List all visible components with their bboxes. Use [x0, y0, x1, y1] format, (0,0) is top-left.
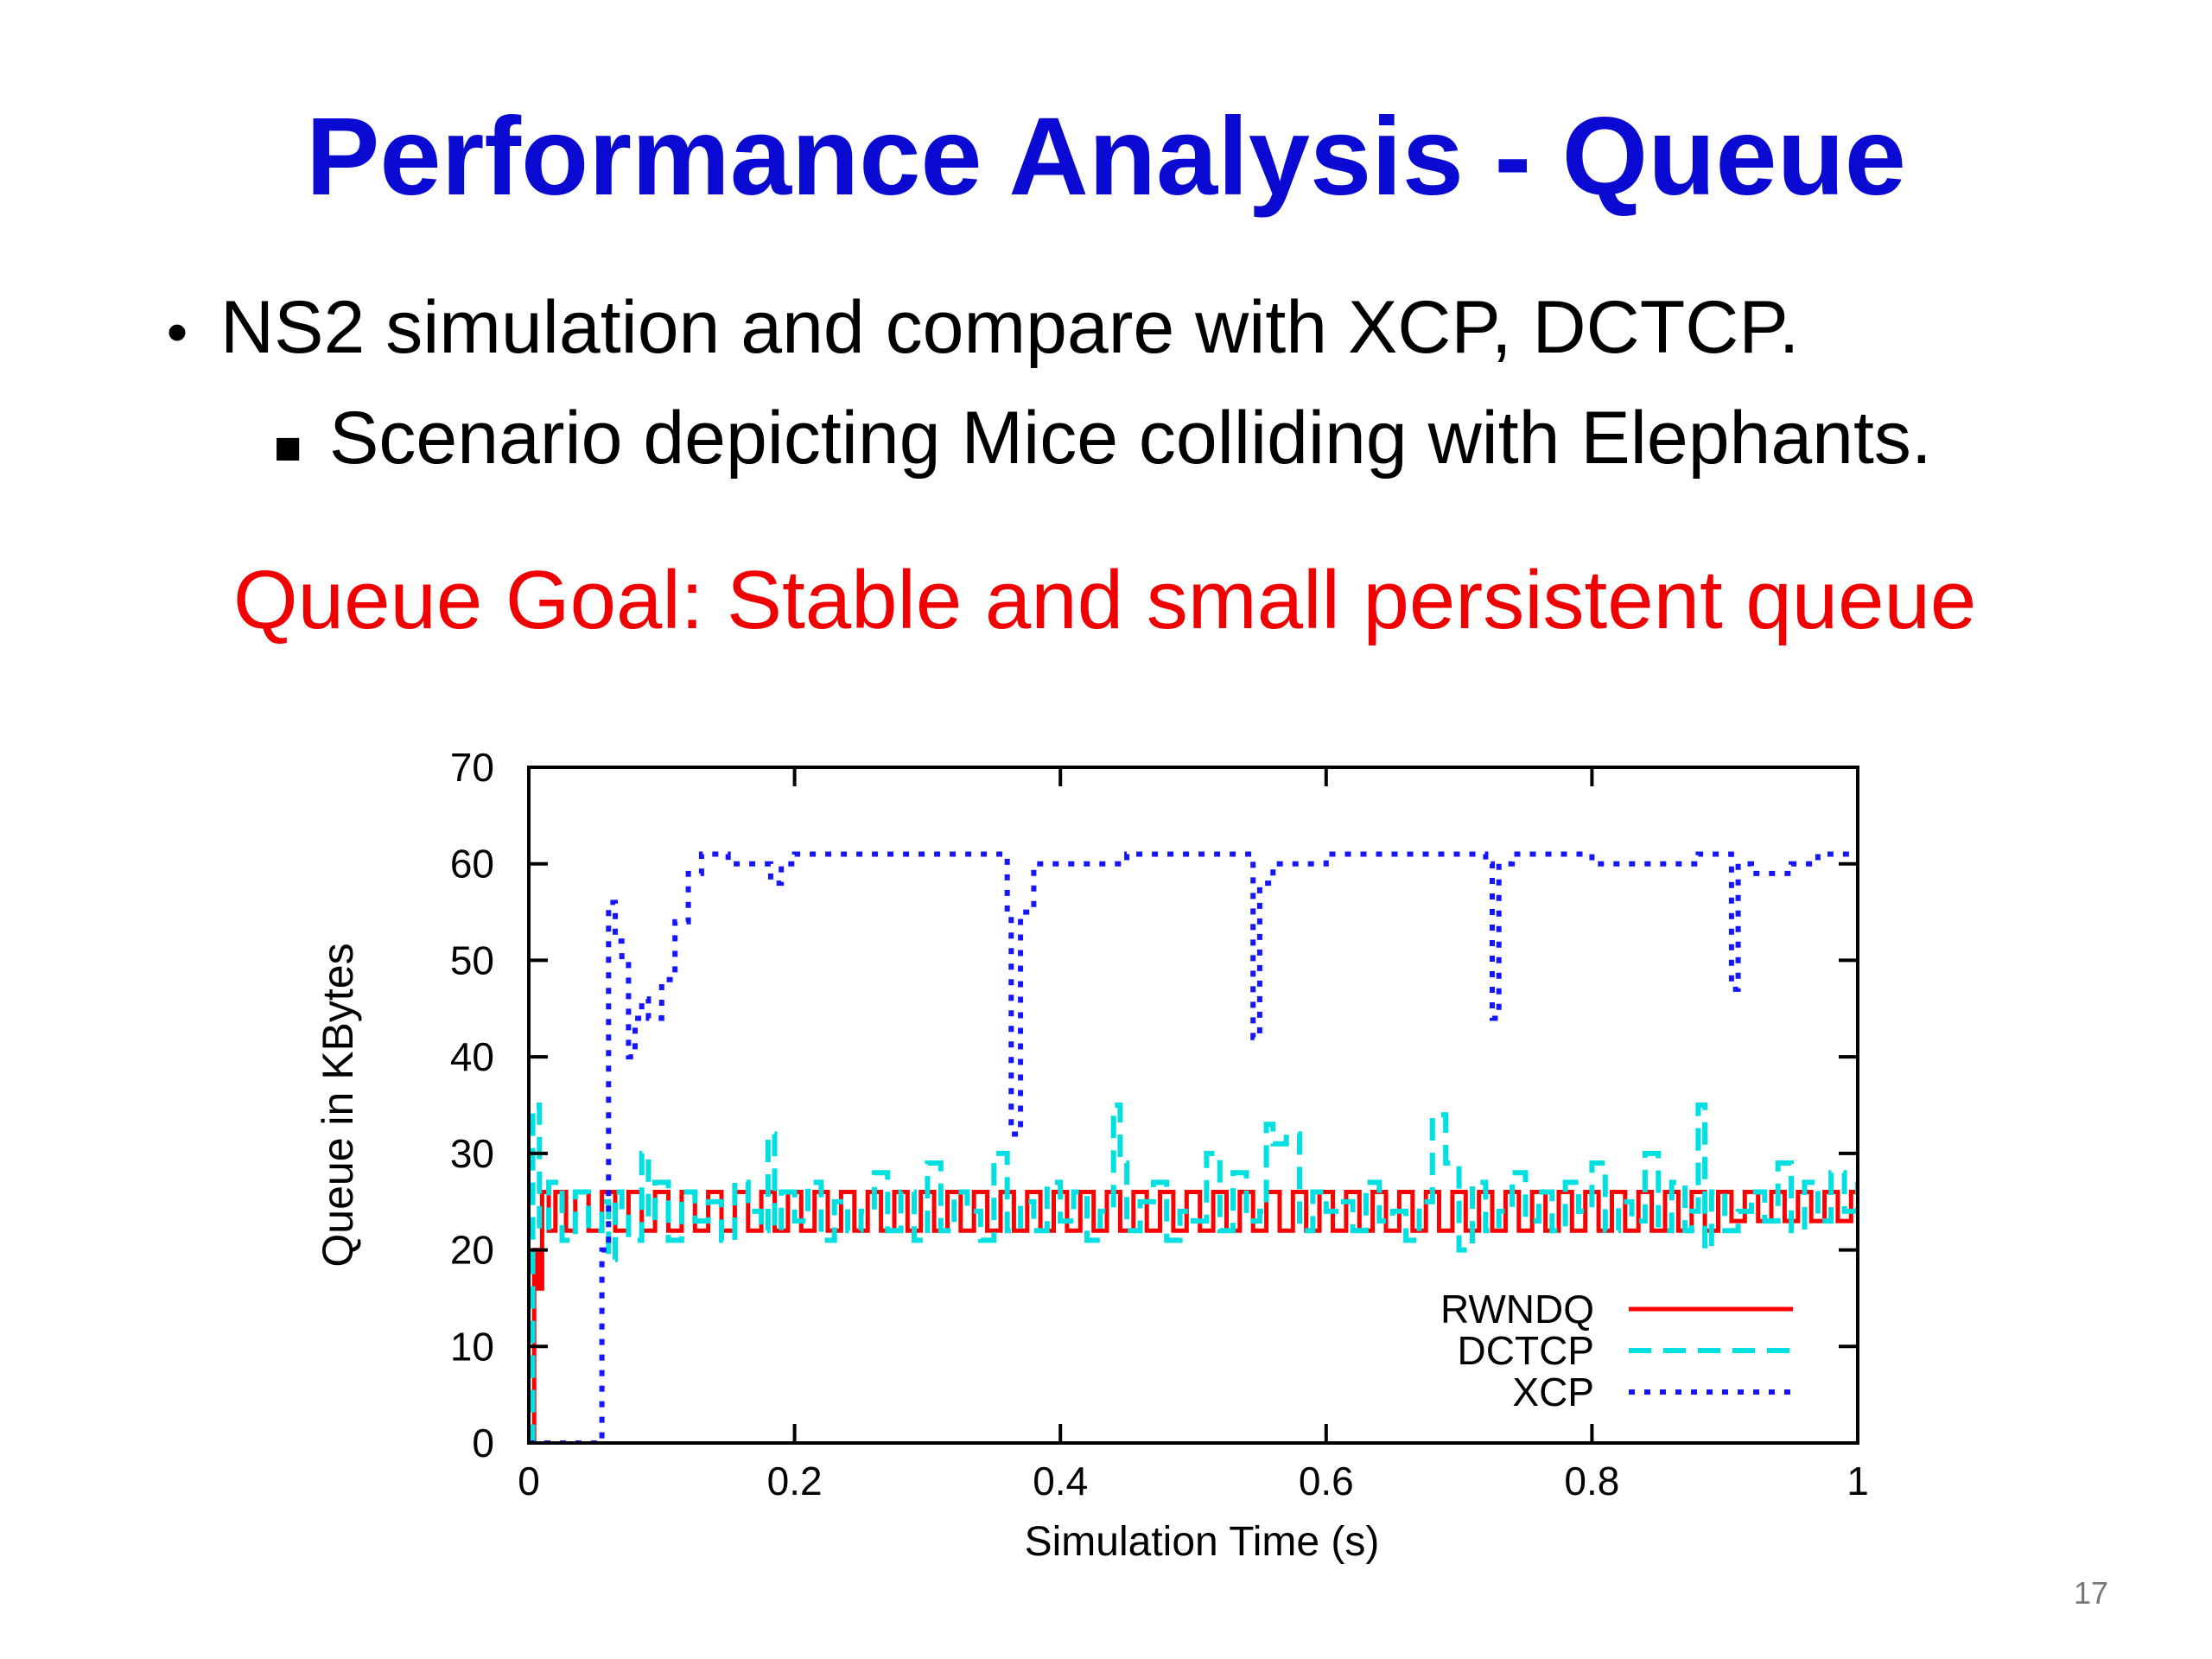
y-tick-label: 0	[472, 1421, 494, 1465]
legend-label-dctcp: DCTCP	[1458, 1328, 1594, 1373]
queue-goal-text: Queue Goal: Stable and small persistent …	[233, 554, 1977, 646]
x-tick-label: 0.4	[1033, 1459, 1088, 1503]
series-line-dctcp	[529, 1103, 1858, 1443]
page-number: 17	[2073, 1575, 2108, 1611]
sub-bullet-text: Scenario depicting Mice colliding with E…	[329, 397, 1932, 480]
y-tick-label: 60	[450, 842, 494, 887]
y-tick-label: 40	[450, 1034, 494, 1079]
square-bullet-icon: ■	[273, 422, 302, 474]
x-tick-label: 1	[1847, 1459, 1869, 1503]
y-tick-label: 30	[450, 1131, 494, 1176]
round-bullet-icon: •	[166, 298, 188, 365]
bullet-level-1: • NS2 simulation and compare with XCP, D…	[134, 285, 1800, 371]
x-tick-label: 0	[518, 1459, 540, 1503]
legend-label-rwndq: RWNDQ	[1440, 1287, 1594, 1332]
y-tick-label: 70	[450, 745, 494, 790]
y-tick-label: 50	[450, 938, 494, 982]
bullet-text: NS2 simulation and compare with XCP, DCT…	[220, 286, 1800, 369]
y-tick-label: 20	[450, 1228, 494, 1273]
x-tick-label: 0.6	[1299, 1459, 1354, 1503]
bullet-level-2: ■ Scenario depicting Mice colliding with…	[246, 396, 1932, 481]
series-line-xcp	[529, 851, 1858, 1443]
series-line-rwndq	[529, 1190, 1858, 1443]
y-tick-label: 10	[450, 1324, 494, 1369]
y-axis-label: Queue in KBytes	[314, 943, 362, 1267]
plot-frame	[527, 766, 1859, 1445]
slide-title: Performance Analysis - Queue	[306, 95, 1906, 219]
x-axis-label: Simulation Time (s)	[1025, 1519, 1380, 1565]
legend-label-xcp: XCP	[1512, 1370, 1594, 1414]
x-tick-label: 0.8	[1564, 1459, 1619, 1503]
x-tick-label: 0.2	[767, 1459, 823, 1503]
